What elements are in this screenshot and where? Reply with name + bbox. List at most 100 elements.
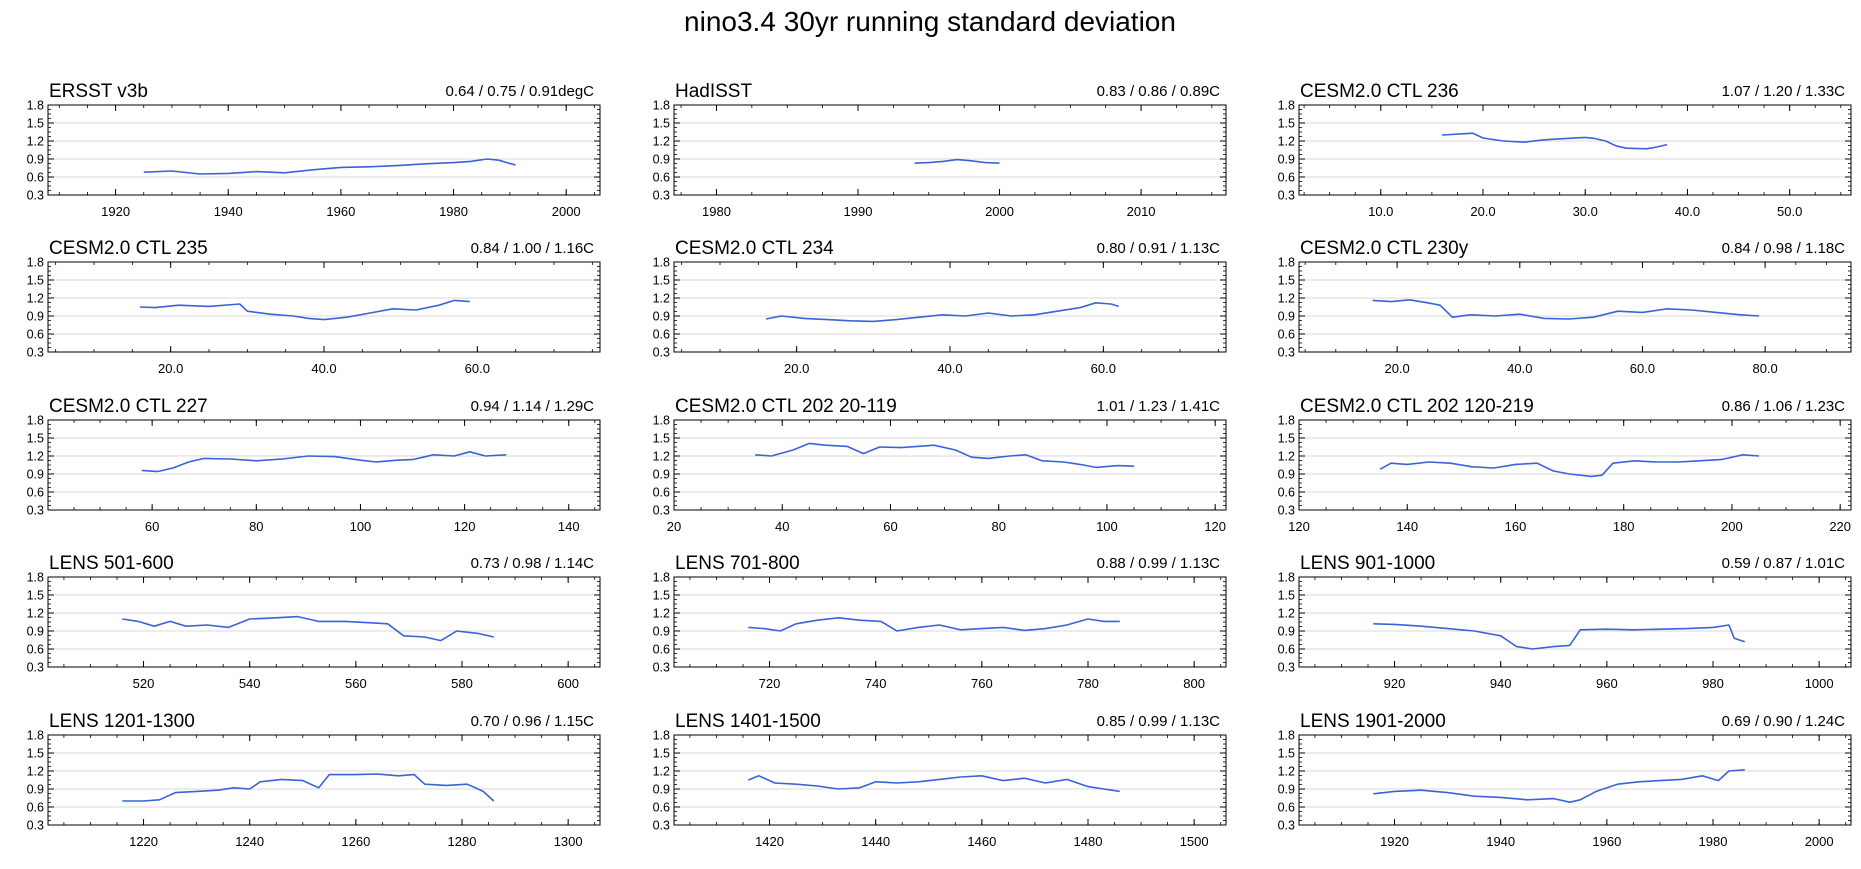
x-tick-label: 20.0 — [784, 361, 809, 376]
panel-title: CESM2.0 CTL 236 — [1300, 81, 1459, 102]
y-tick-label: 1.8 — [27, 571, 44, 585]
x-tick-label: 720 — [759, 676, 781, 691]
plot-frame — [47, 419, 601, 511]
y-tick-label: 0.9 — [653, 153, 670, 167]
panel-stats: 0.59 / 0.87 / 1.01C — [1722, 555, 1846, 572]
panel-title: CESM2.0 CTL 234 — [675, 238, 834, 259]
y-tick-label: 0.6 — [27, 328, 44, 342]
plot-frame — [1298, 104, 1852, 196]
y-tick-label: 0.9 — [1278, 153, 1295, 167]
plot-frame — [47, 261, 601, 353]
x-tick-label: 1960 — [1592, 834, 1621, 849]
x-tick-label: 60.0 — [465, 361, 490, 376]
chart-panel: 0.3 0.6 0.9 1.2 1.5 1.8 20.0 40.0 60.0 CESM2.0 CT… — [653, 238, 1227, 376]
y-tick-label: 1.8 — [653, 99, 670, 113]
x-tick-label: 20 — [667, 519, 681, 534]
x-tick-label: 1240 — [235, 834, 264, 849]
plot-frame — [1298, 419, 1852, 511]
y-tick-label: 0.9 — [1278, 783, 1295, 797]
panel-title: LENS 701-800 — [675, 553, 800, 574]
panel-stats: 0.73 / 0.98 / 1.14C — [471, 555, 595, 572]
plot-frame — [673, 104, 1227, 196]
x-tick-label: 760 — [971, 676, 993, 691]
y-tick-label: 1.8 — [653, 414, 670, 428]
y-tick-label: 1.8 — [1278, 99, 1295, 113]
y-tick-label: 0.9 — [653, 468, 670, 482]
x-tick-label: 1940 — [214, 204, 243, 219]
y-tick-label: 1.5 — [1278, 589, 1295, 603]
x-tick-label: 40.0 — [311, 361, 336, 376]
x-tick-label: 1500 — [1180, 834, 1209, 849]
y-tick-label: 1.5 — [653, 432, 670, 446]
y-tick-label: 0.6 — [653, 328, 670, 342]
x-tick-label: 1960 — [326, 204, 355, 219]
x-tick-label: 1920 — [1380, 834, 1409, 849]
y-tick-label: 0.6 — [653, 643, 670, 657]
y-tick-label: 0.3 — [27, 661, 44, 675]
y-tick-label: 1.8 — [27, 256, 44, 270]
x-tick-label: 60.0 — [1630, 361, 1655, 376]
x-tick-label: 540 — [239, 676, 261, 691]
y-tick-label: 1.8 — [653, 571, 670, 585]
x-tick-label: 20.0 — [158, 361, 183, 376]
y-tick-label: 0.6 — [27, 171, 44, 185]
series-line — [1442, 132, 1668, 150]
series-line — [122, 773, 495, 802]
plot-frame — [1298, 261, 1852, 353]
panel-stats: 0.84 / 0.98 / 1.18C — [1722, 240, 1846, 257]
panel-title: HadISST — [675, 81, 752, 102]
y-tick-label: 0.9 — [27, 468, 44, 482]
x-tick-label: 40.0 — [937, 361, 962, 376]
y-tick-label: 0.6 — [27, 486, 44, 500]
panel-stats: 0.85 / 0.99 / 1.13C — [1097, 713, 1221, 730]
series-line — [1373, 769, 1745, 804]
y-tick-label: 1.8 — [1278, 414, 1295, 428]
series-line — [755, 442, 1135, 469]
y-tick-label: 0.9 — [1278, 625, 1295, 639]
x-tick-label: 60 — [145, 519, 159, 534]
y-tick-label: 1.5 — [1278, 747, 1295, 761]
y-tick-label: 1.5 — [27, 274, 44, 288]
panel-stats: 0.64 / 0.75 / 0.91degC — [446, 83, 595, 100]
y-tick-label: 0.6 — [27, 643, 44, 657]
y-tick-label: 1.2 — [1278, 135, 1295, 149]
y-tick-label: 0.9 — [1278, 468, 1295, 482]
y-tick-label: 1.8 — [653, 729, 670, 743]
y-tick-label: 1.2 — [27, 292, 44, 306]
x-tick-label: 40.0 — [1675, 204, 1700, 219]
panel-title: CESM2.0 CTL 235 — [49, 238, 208, 259]
chart-panel: 0.3 0.6 0.9 1.2 1.5 1.8 920 940 960 980 1000 LENS 9… — [1278, 553, 1852, 691]
x-tick-label: 1420 — [755, 834, 784, 849]
x-tick-label: 2000 — [1805, 834, 1834, 849]
series-line — [139, 299, 470, 321]
y-tick-label: 1.5 — [1278, 117, 1295, 131]
y-tick-label: 0.3 — [27, 819, 44, 833]
series-line — [1373, 623, 1746, 650]
x-tick-label: 1940 — [1486, 834, 1515, 849]
y-tick-label: 1.8 — [1278, 256, 1295, 270]
y-tick-label: 0.6 — [1278, 801, 1295, 815]
chart-panel: 0.3 0.6 0.9 1.2 1.5 1.8 20.0 40.0 60.0 80.0 CESM2.… — [1278, 238, 1852, 376]
y-tick-label: 0.9 — [653, 783, 670, 797]
panel-title: ERSST v3b — [49, 81, 148, 102]
chart-panel: 0.3 0.6 0.9 1.2 1.5 1.8 10.0 20.0 30.0 40.0 50.0 CE… — [1278, 81, 1852, 219]
y-tick-label: 1.8 — [27, 414, 44, 428]
panel-stats: 0.86 / 1.06 / 1.23C — [1722, 398, 1846, 415]
y-tick-label: 0.3 — [1278, 504, 1295, 518]
y-tick-label: 0.3 — [27, 504, 44, 518]
panel-stats: 1.01 / 1.23 / 1.41C — [1097, 398, 1221, 415]
y-tick-label: 1.2 — [27, 765, 44, 779]
chart-panel: 0.3 0.6 0.9 1.2 1.5 1.8 1920 1940 1960 1980 2000 LE… — [1278, 711, 1852, 849]
chart-panel: 0.3 0.6 0.9 1.2 1.5 1.8 720 740 760 780 800 LENS 70… — [653, 553, 1227, 691]
panel-title: CESM2.0 CTL 202 120-219 — [1300, 396, 1534, 417]
chart-panel: 0.3 0.6 0.9 1.2 1.5 1.8 20 40 60 80 100 120 CESM2.0 … — [653, 396, 1227, 534]
panel-title: LENS 1901-2000 — [1300, 711, 1446, 732]
y-tick-label: 0.6 — [1278, 643, 1295, 657]
x-tick-label: 80.0 — [1752, 361, 1777, 376]
chart-panel: 0.3 0.6 0.9 1.2 1.5 1.8 1420 1440 1460 1480 1500 LE… — [653, 711, 1227, 849]
panel-title: CESM2.0 CTL 230y — [1300, 238, 1469, 259]
x-tick-label: 60 — [883, 519, 897, 534]
y-tick-label: 0.6 — [653, 171, 670, 185]
x-tick-label: 2010 — [1127, 204, 1156, 219]
